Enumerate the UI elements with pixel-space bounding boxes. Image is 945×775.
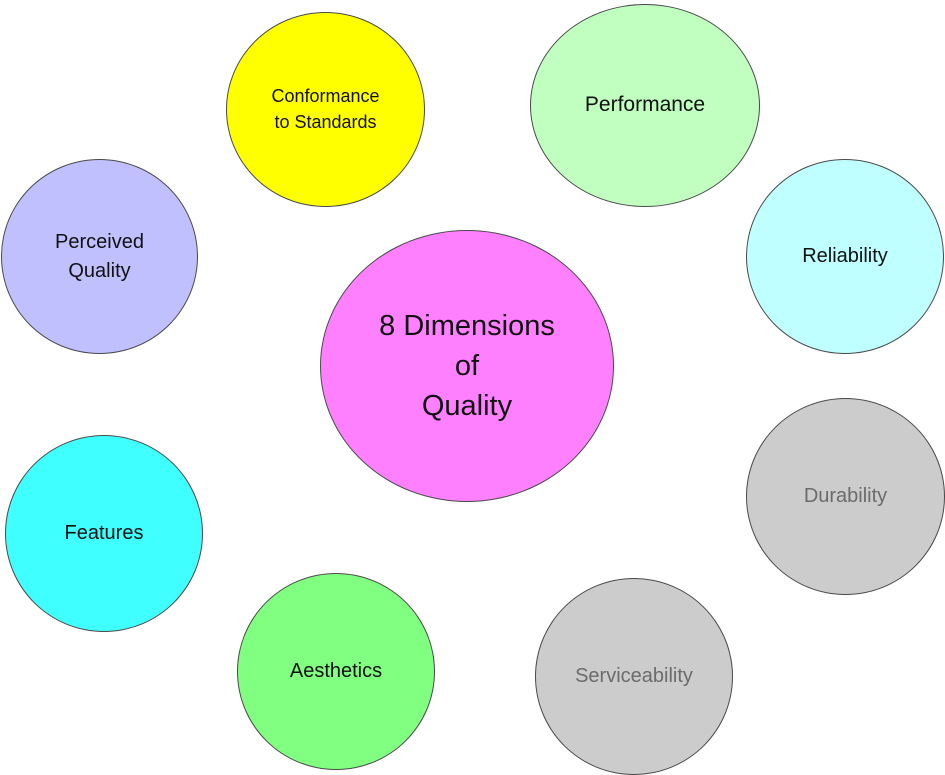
reliability-circle: Reliability xyxy=(746,159,944,354)
features-circle: Features xyxy=(5,435,203,632)
features-label: Features xyxy=(64,522,144,544)
center-topic-line-2: of xyxy=(454,349,480,382)
serviceability-circle: Serviceability xyxy=(535,578,733,775)
perceived-quality-circle: Perceived Quality xyxy=(1,159,198,354)
durability-label: Durability xyxy=(803,485,888,507)
perceived-quality-label: Perceived Quality xyxy=(55,228,144,286)
conformance-line-1: Conformance xyxy=(271,86,380,107)
perceived-line-2: Quality xyxy=(68,259,131,282)
durability-circle: Durability xyxy=(746,398,945,595)
aesthetics-label: Aesthetics xyxy=(289,660,383,682)
conformance-to-standards-circle: Conformance to Standards xyxy=(226,12,425,207)
conformance-to-standards-label: Conformance to Standards xyxy=(271,84,379,134)
serviceability-label: Serviceability xyxy=(575,665,693,687)
performance-label: Performance xyxy=(584,93,706,117)
performance-circle: Performance xyxy=(530,4,760,207)
aesthetics-circle: Aesthetics xyxy=(237,573,435,770)
perceived-line-1: Perceived xyxy=(55,230,144,253)
center-topic-line-3: Quality xyxy=(421,390,513,422)
reliability-label: Reliability xyxy=(802,245,888,267)
conformance-line-2: to Standards xyxy=(274,111,377,132)
center-topic-label: 8 Dimensions of Quality xyxy=(379,306,555,426)
center-topic-circle: 8 Dimensions of Quality xyxy=(320,230,614,502)
center-topic-line-1: 8 Dimensions xyxy=(379,309,555,342)
